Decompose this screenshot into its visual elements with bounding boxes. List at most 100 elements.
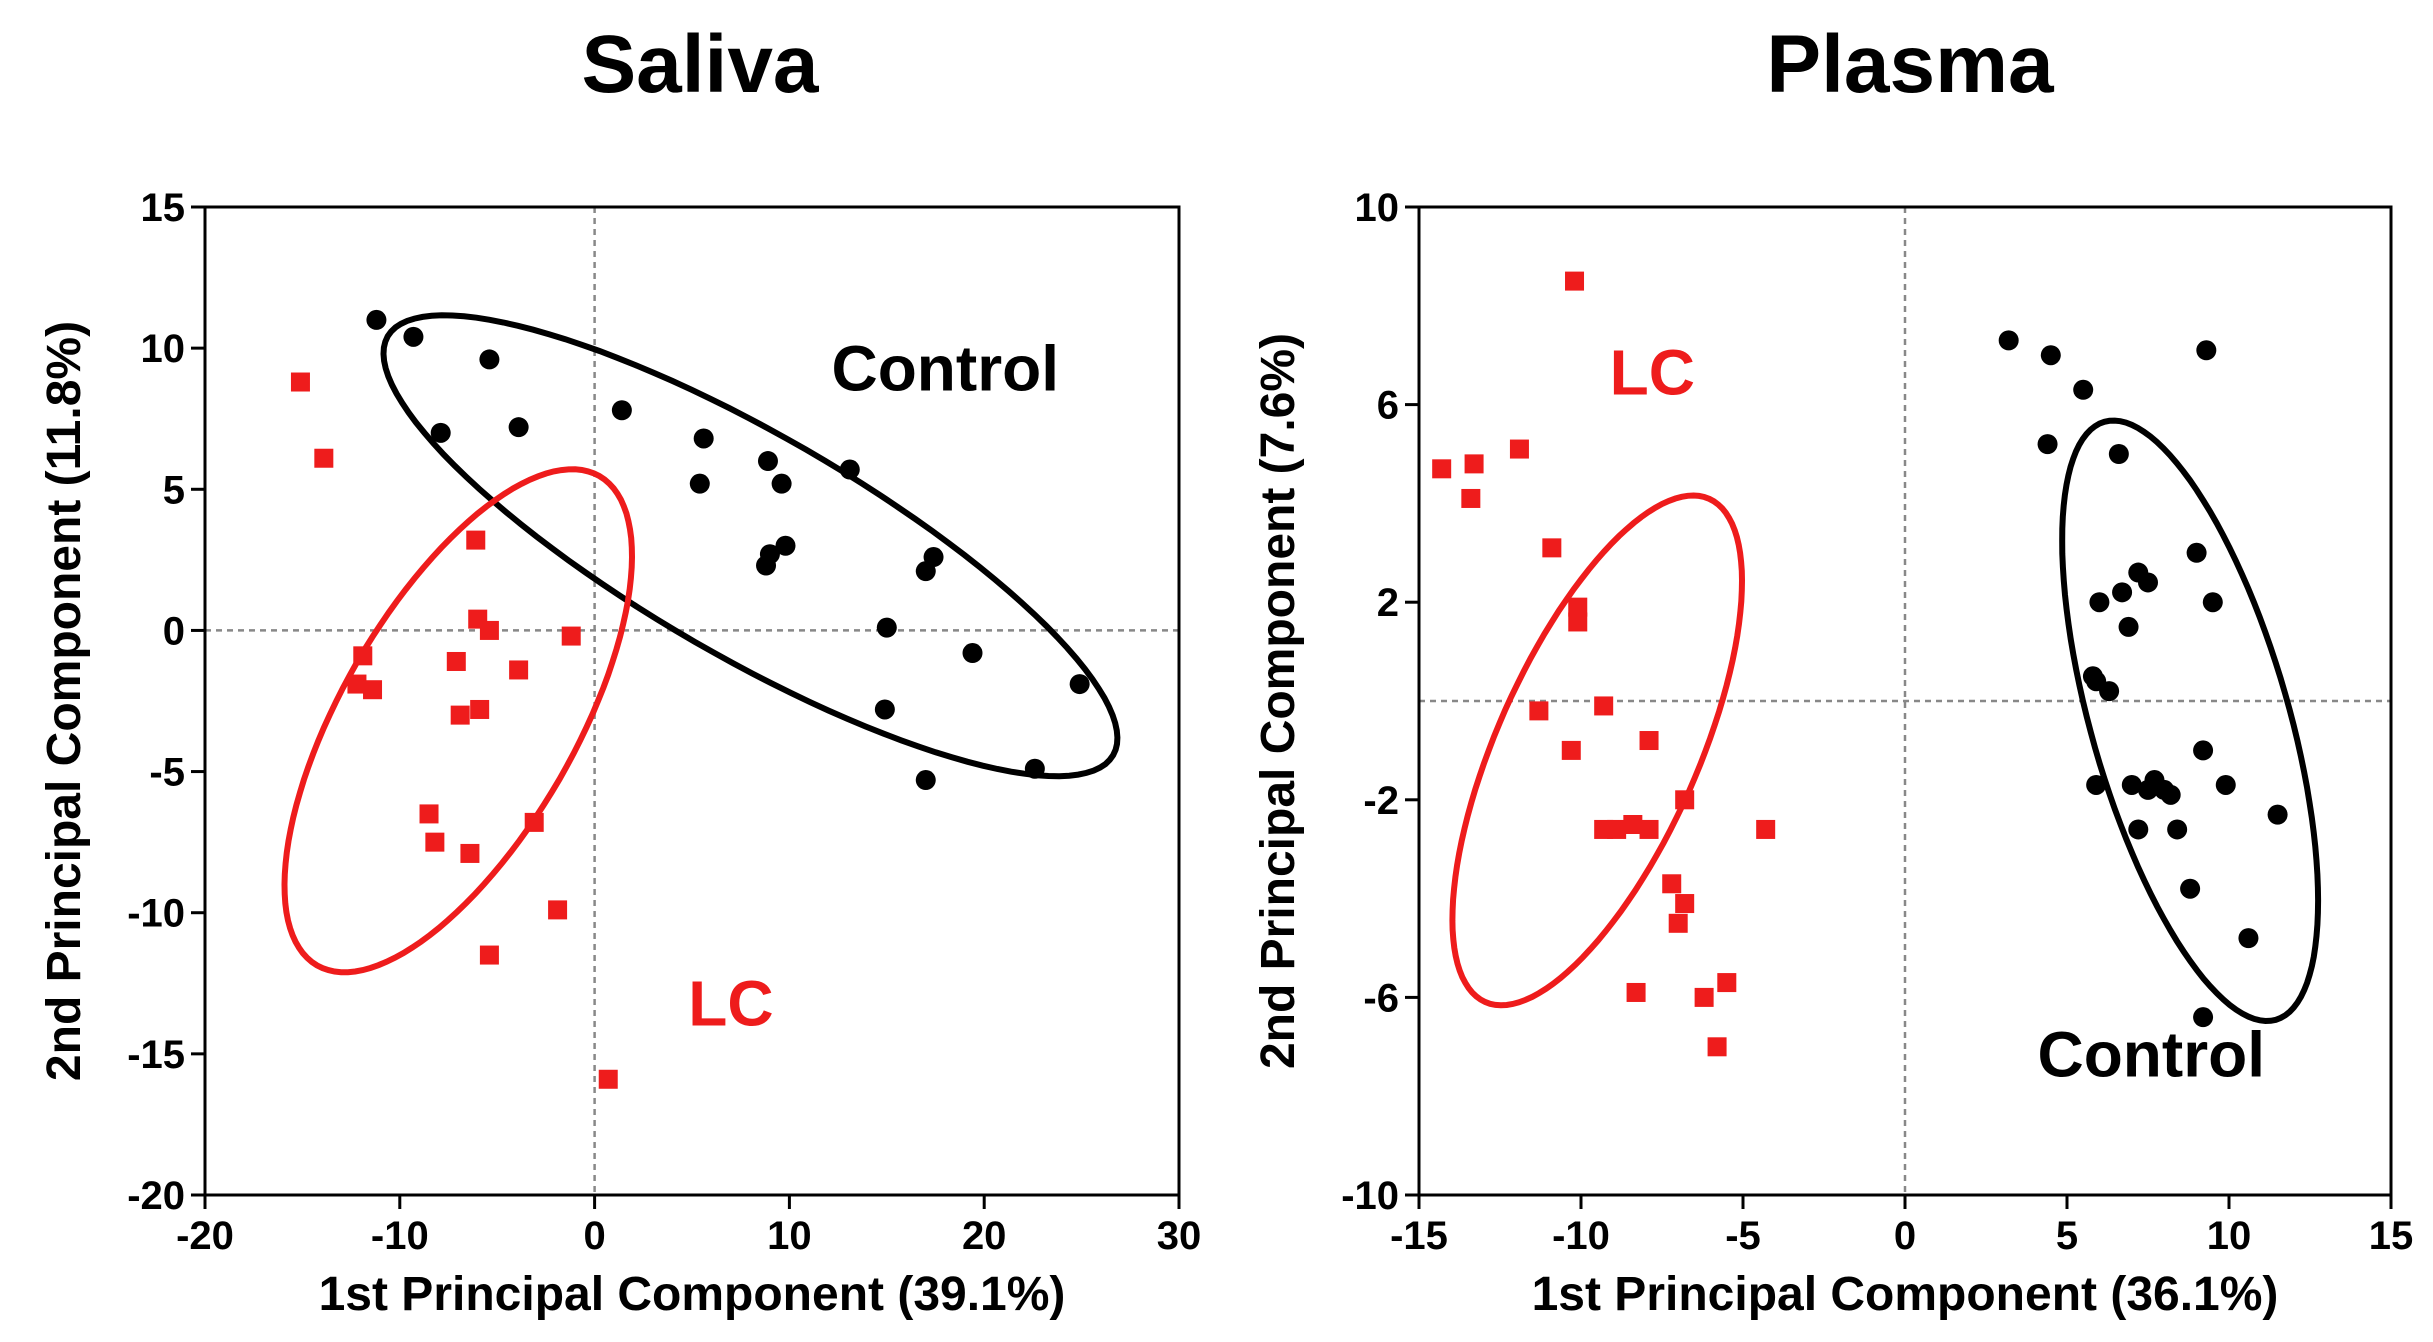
plasma-lc-point bbox=[1568, 597, 1588, 617]
plasma-control-point bbox=[2186, 542, 2207, 563]
plasma-control-point bbox=[2202, 592, 2223, 613]
saliva-y-axis-label: 2nd Principal Component (11.8%) bbox=[38, 321, 91, 1081]
plasma-lc-point bbox=[1594, 696, 1614, 716]
plasma-lc-ellipse bbox=[1449, 492, 1746, 1009]
saliva-lc-ellipse bbox=[281, 466, 636, 976]
plasma-lc-point bbox=[1464, 454, 1484, 474]
plasma-control-point bbox=[2089, 592, 2110, 613]
plasma-control-point bbox=[2073, 379, 2094, 400]
saliva-lc-point bbox=[561, 626, 581, 646]
plasma-control-point bbox=[2238, 928, 2259, 949]
saliva-control-point bbox=[693, 428, 714, 449]
saliva-x-tick-label: -20 bbox=[176, 1214, 234, 1258]
plasma-control-point bbox=[2267, 804, 2288, 825]
plasma-y-tick-label: 6 bbox=[1377, 384, 1399, 428]
saliva-lc-group-label: LC bbox=[688, 968, 773, 1040]
saliva-control-point bbox=[366, 309, 387, 330]
saliva-control-point bbox=[915, 770, 936, 791]
saliva-lc-point bbox=[353, 646, 373, 666]
plasma-lc-point bbox=[1568, 612, 1588, 632]
saliva-lc-point bbox=[446, 651, 466, 671]
plasma-x-tick-label: 10 bbox=[2207, 1214, 2252, 1258]
saliva-y-tick-label: -20 bbox=[127, 1174, 185, 1218]
saliva-y-tick-label: 5 bbox=[163, 468, 185, 512]
plasma-lc-point bbox=[1542, 538, 1562, 558]
plasma-control-point bbox=[2086, 774, 2107, 795]
saliva-y-tick-label: -10 bbox=[127, 892, 185, 936]
saliva-lc-point bbox=[450, 705, 470, 725]
plasma-lc-point bbox=[1756, 819, 1776, 839]
plasma-control-point bbox=[2138, 572, 2158, 593]
saliva-control-point bbox=[757, 451, 778, 472]
saliva-lc-point bbox=[479, 945, 499, 965]
saliva-y-tick-label: 10 bbox=[141, 327, 186, 371]
saliva-lc-point bbox=[425, 832, 445, 852]
plasma-x-tick-label: 5 bbox=[2056, 1214, 2078, 1258]
plasma-control-point bbox=[1998, 330, 2019, 351]
saliva-control-point bbox=[962, 643, 983, 664]
saliva-lc-point bbox=[290, 372, 310, 392]
saliva-lc-point bbox=[363, 680, 383, 700]
plasma-control-point bbox=[2040, 345, 2061, 366]
plasma-lc-point bbox=[1626, 982, 1646, 1002]
plasma-control-point bbox=[2108, 444, 2129, 464]
saliva-control-point bbox=[876, 617, 897, 638]
saliva-x-axis-label: 1st Principal Component (39.1%) bbox=[319, 1268, 1066, 1321]
saliva-title: Saliva bbox=[581, 19, 819, 110]
plasma-control-point bbox=[2138, 779, 2158, 800]
plasma-lc-point bbox=[1675, 894, 1695, 914]
plasma-lc-point bbox=[1717, 973, 1737, 993]
plasma-control-group-label: Control bbox=[2037, 1018, 2265, 1090]
plasma-x-tick-label: -10 bbox=[1552, 1214, 1610, 1258]
plasma-lc-point bbox=[1607, 819, 1627, 839]
saliva-control-point bbox=[430, 422, 451, 443]
saliva-control-point bbox=[1024, 758, 1045, 779]
plasma-y-tick-label: -6 bbox=[1363, 976, 1399, 1020]
plasma-control-point bbox=[2180, 878, 2201, 899]
saliva-control-group-label: Control bbox=[831, 332, 1059, 404]
saliva-panel: Saliva -20 -10 0 10 20 30 -20 -15 -10 -5 0 5 10 15 1st … bbox=[38, 19, 1201, 1321]
saliva-y-tick-label: 15 bbox=[141, 186, 186, 230]
plasma-x-tick-label: -15 bbox=[1390, 1214, 1448, 1258]
saliva-control-point bbox=[874, 699, 895, 720]
plasma-y-tick-label: -2 bbox=[1363, 779, 1399, 823]
saliva-x-tick-label: 0 bbox=[583, 1214, 605, 1258]
saliva-lc-point bbox=[524, 812, 544, 832]
plasma-lc-point bbox=[1529, 701, 1549, 721]
saliva-control-point bbox=[915, 561, 936, 582]
plasma-y-axis-label: 2nd Principal Component (7.6%) bbox=[1252, 333, 1305, 1069]
plasma-control-point bbox=[2121, 774, 2142, 795]
saliva-y-tick-label: 0 bbox=[163, 609, 185, 653]
plasma-control-point bbox=[2193, 1007, 2214, 1028]
plasma-control-point bbox=[2037, 434, 2058, 455]
saliva-control-point bbox=[689, 473, 710, 494]
plasma-lc-point bbox=[1662, 874, 1682, 894]
saliva-lc-point bbox=[466, 530, 486, 550]
plasma-control-point bbox=[2112, 582, 2133, 603]
plasma-x-tick-label: -5 bbox=[1725, 1214, 1761, 1258]
saliva-y-tick-label: -5 bbox=[149, 751, 185, 795]
saliva-control-point bbox=[508, 417, 529, 438]
saliva-lc-point bbox=[548, 900, 568, 920]
saliva-lc-point bbox=[479, 620, 499, 640]
plasma-lc-point bbox=[1565, 271, 1585, 291]
plasma-control-ellipse bbox=[2059, 417, 2322, 1025]
saliva-lc-point bbox=[314, 448, 334, 468]
saliva-lc-point bbox=[419, 804, 439, 824]
plasma-control-point bbox=[2196, 340, 2217, 361]
saliva-x-tick-label: 30 bbox=[1157, 1214, 1202, 1258]
plasma-control-point bbox=[2160, 784, 2181, 805]
plasma-lc-point bbox=[1561, 740, 1581, 760]
plasma-lc-point bbox=[1639, 731, 1659, 751]
plasma-lc-group-label: LC bbox=[1610, 337, 1695, 409]
saliva-control-point bbox=[611, 400, 632, 421]
plasma-y-tick-label: 10 bbox=[1355, 186, 1400, 230]
plasma-control-point bbox=[2099, 681, 2120, 702]
saliva-x-tick-label: 10 bbox=[767, 1214, 812, 1258]
plasma-lc-point bbox=[1694, 987, 1714, 1007]
plasma-lc-point bbox=[1461, 488, 1481, 508]
saliva-lc-point bbox=[347, 674, 367, 694]
saliva-control-ellipse bbox=[380, 312, 1121, 780]
